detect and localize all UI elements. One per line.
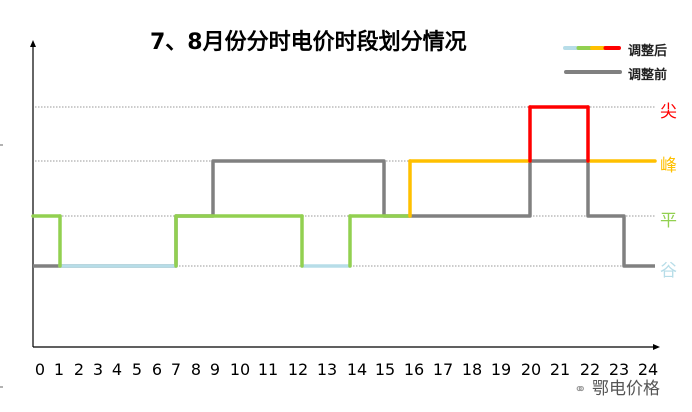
x-tick-label: 23: [608, 360, 630, 379]
x-tick-label: 5: [131, 360, 143, 379]
x-tick-label: 0: [34, 360, 46, 379]
level-label-sharp: 尖: [660, 102, 677, 122]
x-tick-label: 9: [209, 360, 221, 379]
x-axis-arrow: [653, 344, 660, 350]
x-tick-label: 19: [490, 360, 512, 379]
x-tick-label: 14: [346, 360, 368, 379]
watermark-text: 鄂电价格: [591, 379, 660, 399]
x-tick-label: 1: [53, 360, 65, 379]
x-tick-label: 13: [316, 360, 338, 379]
x-tick-label: 24: [637, 360, 659, 379]
x-tick-label: 15: [374, 360, 396, 379]
x-tick-label: 7: [170, 360, 182, 379]
legend-label-before: 调整前: [628, 68, 668, 83]
x-tick-label: 6: [151, 360, 163, 379]
x-tick-label: 20: [520, 360, 542, 379]
watermark: ⚭ 鄂电价格: [574, 374, 660, 399]
series-before-line: [33, 159, 655, 268]
x-tick-label: 22: [579, 360, 601, 379]
x-tick-label: 3: [92, 360, 104, 379]
wechat-icon: ⚭: [574, 380, 587, 398]
x-tick-label: 16: [403, 360, 425, 379]
x-tick-label: 18: [461, 360, 483, 379]
x-tick-label: 4: [111, 360, 123, 379]
level-label-valley: 谷: [660, 261, 677, 281]
legend-label-after: 调整后: [628, 44, 668, 59]
x-tick-label: 8: [190, 360, 202, 379]
x-tick-label: 21: [549, 360, 571, 379]
level-label-peak: 峰: [660, 156, 677, 176]
chart-title: 7、8月份分时电价时段划分情况: [150, 30, 467, 55]
x-tick-label: 11: [257, 360, 279, 379]
x-tick-label: 2: [73, 360, 85, 379]
x-tick-label: 10: [229, 360, 251, 379]
x-tick-label: 17: [432, 360, 454, 379]
level-label-flat: 平: [660, 211, 677, 231]
y-axis-arrow: [30, 40, 36, 47]
x-tick-label: 12: [287, 360, 309, 379]
